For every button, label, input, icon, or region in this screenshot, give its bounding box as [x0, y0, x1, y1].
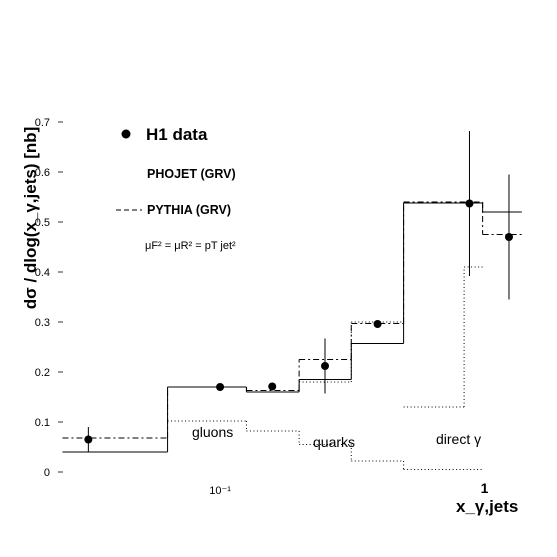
legend-label-phojet: PHOJET (GRV) [147, 167, 236, 181]
y-tick-label: 0.4 [35, 267, 50, 279]
series-phojet-grv- [62, 202, 522, 453]
region-label-direct: direct γ [436, 431, 481, 447]
y-tick-label: 0.5 [35, 217, 50, 229]
data-point [268, 382, 277, 391]
data-point [373, 320, 382, 328]
y-tick-label: 0.3 [35, 317, 50, 329]
legend-label-pythia: PYTHIA (GRV) [147, 203, 231, 217]
y-tick-label: 0.2 [35, 367, 50, 379]
x-tick-label: 1 [481, 480, 489, 496]
series-gluons [167, 420, 483, 470]
data-point [465, 199, 474, 208]
data-point [504, 233, 513, 241]
legend-label-h1: H1 data [146, 125, 208, 144]
y-tick-label: 0.6 [35, 167, 50, 179]
series-direct- [403, 266, 483, 408]
y-axis-title: dσ / dlog(x_γ,jets) [nb] [21, 127, 40, 310]
x-tick-label: 10⁻¹ [209, 485, 231, 497]
legend-marker-h1 [121, 129, 131, 139]
x-axis-title: x_γ,jets [456, 497, 518, 516]
legend-scale-note: μF² = μR² = pT jet² [145, 240, 236, 252]
data-point [321, 362, 330, 370]
y-tick-label: 0 [44, 467, 50, 479]
points-layer [84, 131, 513, 452]
y-tick-label: 0.1 [35, 417, 50, 429]
region-label-quarks: quarks [313, 434, 355, 450]
data-point [216, 383, 225, 391]
axes: 0 0.1 0.2 0.3 0.4 0.5 0.6 0.7 10⁻¹ 1 [35, 117, 489, 497]
series-layer [62, 201, 522, 470]
data-point [84, 435, 93, 444]
legend: H1 data PHOJET (GRV) PYTHIA (GRV) μF² = … [116, 125, 236, 252]
y-tick-label: 0.7 [35, 117, 50, 129]
series-quarks [299, 321, 404, 383]
series-pythia-grv- [62, 201, 522, 439]
region-label-gluons: gluons [192, 424, 233, 440]
